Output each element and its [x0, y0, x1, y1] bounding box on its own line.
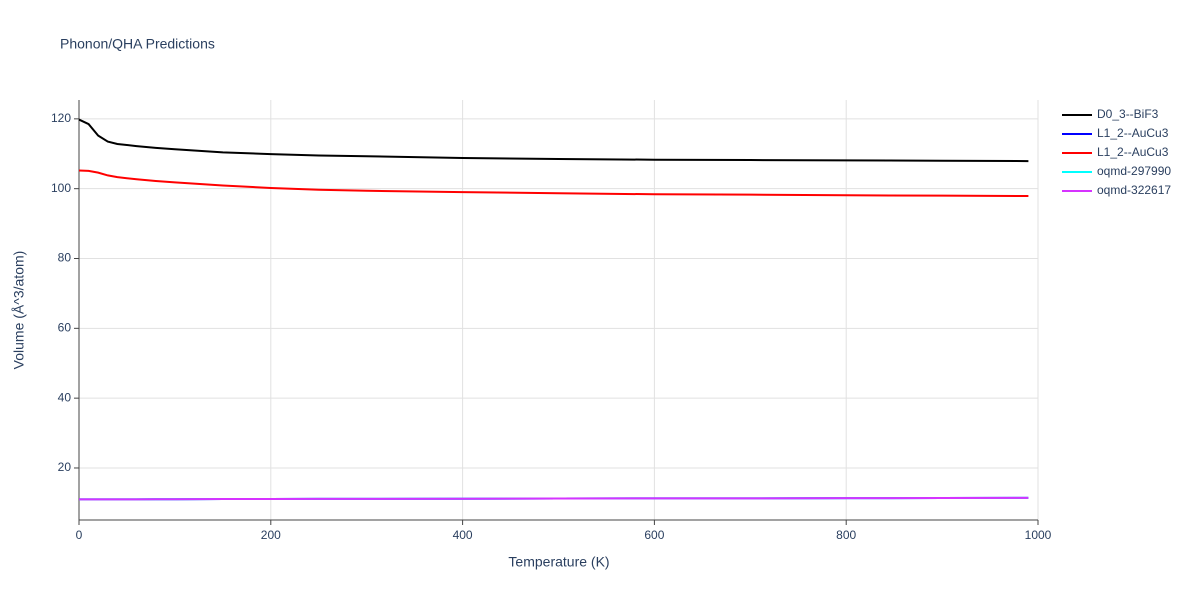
- chart-title: Phonon/QHA Predictions: [60, 36, 215, 52]
- series-line: [78, 169, 1029, 198]
- x-tick-label: 1000: [1025, 528, 1052, 542]
- legend-label: D0_3--BiF3: [1097, 107, 1159, 121]
- y-axis-title: Volume (Å^3/atom): [11, 251, 27, 370]
- x-tick-label: 200: [261, 528, 281, 542]
- y-tick-label: 40: [58, 390, 72, 404]
- legend-label: L1_2--AuCu3: [1097, 126, 1169, 140]
- x-tick-label: 0: [76, 528, 83, 542]
- x-tick-label: 600: [644, 528, 664, 542]
- x-axis-title: Temperature (K): [508, 554, 609, 570]
- x-tick-label: 400: [453, 528, 473, 542]
- y-tick-label: 100: [51, 181, 71, 195]
- y-tick-label: 60: [58, 321, 72, 335]
- series-line: [79, 496, 1029, 501]
- legend-label: oqmd-322617: [1097, 183, 1171, 197]
- x-tick-label: 800: [836, 528, 856, 542]
- legend-label: L1_2--AuCu3: [1097, 145, 1169, 159]
- y-tick-label: 80: [58, 251, 72, 265]
- series-line: [78, 118, 1029, 163]
- legend-label: oqmd-297990: [1097, 164, 1171, 178]
- y-tick-label: 20: [58, 460, 72, 474]
- y-tick-label: 120: [51, 111, 71, 125]
